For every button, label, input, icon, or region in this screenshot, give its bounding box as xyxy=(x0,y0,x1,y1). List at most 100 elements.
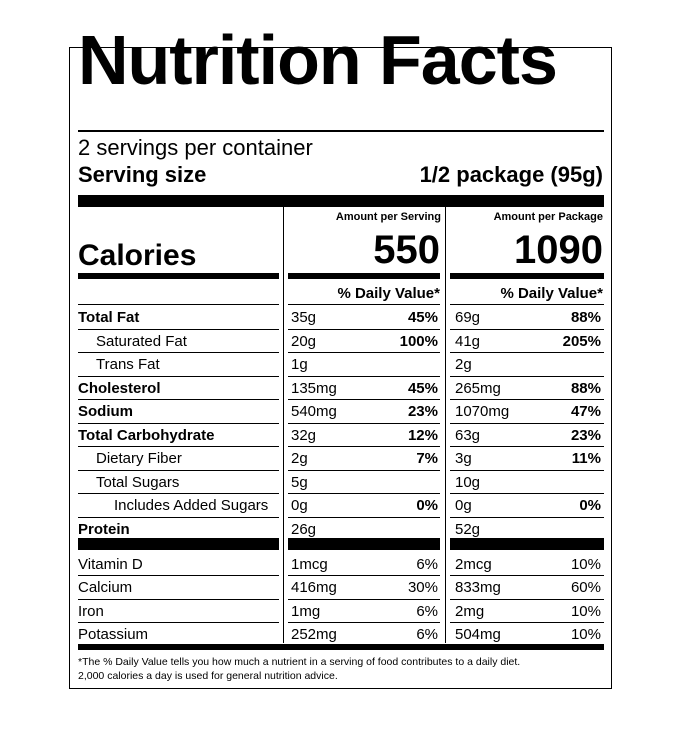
thick-divider xyxy=(78,538,279,550)
package-amount: 2mcg xyxy=(455,556,492,573)
row-divider xyxy=(450,469,604,471)
thick-divider xyxy=(288,538,440,550)
footnote-line-2: 2,000 calories a day is used for general… xyxy=(78,670,338,682)
nutrient-name: Total Sugars xyxy=(96,473,180,491)
row-divider xyxy=(288,493,440,494)
dv-header-package: % Daily Value* xyxy=(500,285,603,302)
row-divider xyxy=(450,516,604,518)
row-divider xyxy=(288,469,440,471)
nutrient-name: Iron xyxy=(78,602,104,620)
nutrient-name: Protein xyxy=(78,520,130,538)
serving-daily-value: 0% xyxy=(416,497,438,514)
row-divider xyxy=(78,304,279,305)
serving-amount: 1g xyxy=(291,356,308,373)
nutrient-name: Trans Fat xyxy=(96,356,160,373)
package-daily-value: 88% xyxy=(570,379,601,397)
footnote-line-1: *The % Daily Value tells you how much a … xyxy=(78,656,521,668)
row-divider xyxy=(288,352,440,353)
row-divider xyxy=(450,399,604,400)
row-divider xyxy=(78,493,279,494)
row-divider xyxy=(450,352,604,353)
package-amount: 52g xyxy=(455,520,481,538)
package-daily-value: 47% xyxy=(570,403,601,420)
row-divider xyxy=(288,598,440,600)
column-divider xyxy=(445,207,446,643)
package-amount: 69g xyxy=(455,309,481,326)
row-divider xyxy=(78,469,279,471)
serving-daily-value: 6% xyxy=(416,556,438,573)
calories-label: Calories xyxy=(78,239,197,272)
row-divider xyxy=(78,375,279,377)
row-divider xyxy=(288,575,440,577)
serving-amount: 135mg xyxy=(291,379,337,397)
package-daily-value: 205% xyxy=(562,332,601,350)
row-divider xyxy=(78,422,279,424)
row-divider xyxy=(288,328,440,330)
serving-daily-value: 45% xyxy=(407,379,438,397)
row-divider xyxy=(288,621,440,623)
row-divider xyxy=(78,598,279,600)
nutrient-name: Total Fat xyxy=(78,309,140,326)
row-divider xyxy=(450,621,604,623)
package-amount: 2g xyxy=(455,356,472,373)
nutrient-name: Cholesterol xyxy=(78,379,161,397)
thick-divider xyxy=(450,538,604,550)
serving-amount: 2g xyxy=(291,450,308,467)
serving-daily-value: 100% xyxy=(399,332,438,350)
serving-amount: 5g xyxy=(291,473,308,491)
package-daily-value: 23% xyxy=(570,426,601,444)
row-divider xyxy=(450,328,604,330)
nutrient-name: Includes Added Sugars xyxy=(114,497,269,514)
row-divider xyxy=(78,352,279,353)
package-amount: 63g xyxy=(455,426,481,444)
row-divider xyxy=(450,304,604,305)
row-divider xyxy=(78,516,279,518)
package-daily-value: 60% xyxy=(570,579,601,597)
serving-amount: 540mg xyxy=(291,403,337,420)
package-daily-value: 88% xyxy=(570,309,601,326)
servings-per-container: 2 servings per container xyxy=(78,135,313,160)
divider xyxy=(78,130,604,132)
serving-daily-value: 6% xyxy=(416,602,438,620)
column-divider xyxy=(283,207,284,643)
calories-package: 1090 xyxy=(514,228,603,272)
package-amount: 265mg xyxy=(455,379,501,397)
row-divider xyxy=(288,304,440,305)
nutrient-name: Sodium xyxy=(78,403,133,420)
dv-header-serving: % Daily Value* xyxy=(337,285,440,302)
nutrient-name: Potassium xyxy=(78,625,149,643)
package-amount: 833mg xyxy=(455,579,501,597)
calories-serving: 550 xyxy=(373,228,440,272)
serving-amount: 32g xyxy=(291,426,317,444)
serving-size-value: 1/2 package (95g) xyxy=(419,162,603,187)
serving-amount: 416mg xyxy=(291,579,337,597)
per-package-header: Amount per Package xyxy=(493,211,603,223)
serving-amount: 20g xyxy=(291,332,317,350)
nutrition-label xyxy=(69,47,612,689)
serving-size-label: Serving size xyxy=(78,162,207,187)
serving-daily-value: 6% xyxy=(416,625,438,643)
row-divider xyxy=(78,446,279,447)
package-daily-value: 10% xyxy=(570,625,601,643)
nutrient-name: Saturated Fat xyxy=(96,332,187,350)
package-amount: 10g xyxy=(455,473,481,491)
thick-divider xyxy=(450,273,604,279)
row-divider xyxy=(78,575,279,577)
label-title: Nutrition Facts xyxy=(78,21,558,99)
serving-amount: 252mg xyxy=(291,625,337,643)
serving-amount: 0g xyxy=(291,497,308,514)
serving-amount: 1mcg xyxy=(291,556,328,573)
package-amount: 504mg xyxy=(455,625,501,643)
package-daily-value: 10% xyxy=(570,556,601,573)
row-divider xyxy=(288,516,440,518)
row-divider xyxy=(78,328,279,330)
serving-amount: 35g xyxy=(291,309,317,326)
thick-divider xyxy=(78,644,604,650)
row-divider xyxy=(78,399,279,400)
row-divider xyxy=(450,598,604,600)
serving-daily-value: 7% xyxy=(416,450,438,467)
row-divider xyxy=(288,422,440,424)
row-divider xyxy=(288,399,440,400)
package-amount: 2mg xyxy=(455,602,485,620)
serving-amount: 1mg xyxy=(291,602,321,620)
